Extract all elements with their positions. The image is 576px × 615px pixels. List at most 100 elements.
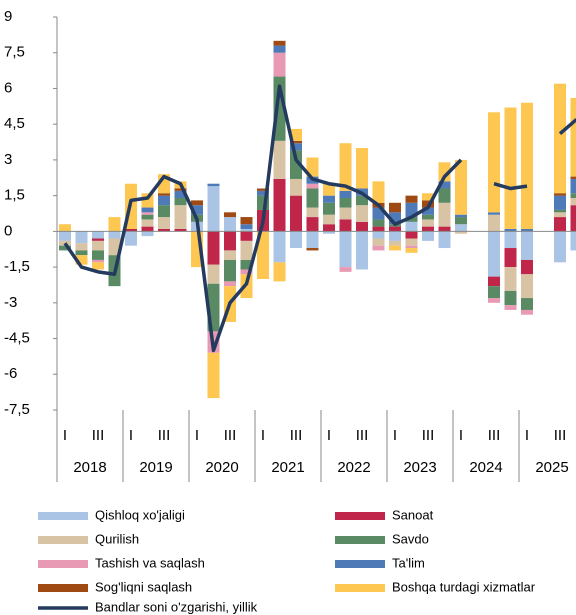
bar-segment (405, 221, 418, 232)
bar-segment (455, 214, 467, 218)
bar-segment (521, 298, 533, 310)
bar-segment (75, 243, 88, 251)
bar-segment (306, 217, 319, 232)
bar-segment (224, 259, 236, 282)
x-tick-label: III (290, 427, 303, 444)
bar-segment (504, 107, 517, 229)
bar-segment (389, 212, 401, 225)
bar-segment (323, 183, 335, 196)
legend-swatch (335, 536, 385, 544)
bar-segment (240, 228, 253, 232)
bar-segment (323, 214, 335, 225)
bar-segment (273, 40, 286, 46)
bar-segment (59, 224, 71, 232)
bar-segment (174, 188, 187, 191)
bar-segment (488, 231, 500, 277)
bar-segment (438, 162, 451, 182)
legend-label: Boshqa turdagi xizmatlar (392, 579, 536, 594)
bar-segment (504, 228, 517, 232)
y-tick-label: -3 (4, 294, 17, 311)
bar-segment (306, 231, 319, 249)
bar-segment (290, 150, 302, 179)
bar-segment (240, 240, 253, 260)
legend-label: Sanoat (392, 507, 434, 522)
year-label: 2024 (469, 459, 502, 476)
bar-segment (141, 219, 154, 227)
bar-segment (422, 219, 434, 227)
legend-label: Bandlar soni o'zgarishi, yillik (95, 599, 258, 614)
bar-segment (488, 212, 500, 215)
bar-segment (405, 231, 418, 239)
line-series (63, 84, 576, 353)
bar-segment (240, 259, 253, 270)
bar-segment (224, 217, 236, 232)
bar-segment (273, 262, 286, 282)
bar-segment (174, 228, 187, 232)
bar-segment (389, 202, 401, 213)
bar-segment (323, 224, 335, 232)
bar-segment (372, 181, 385, 203)
bar-segment (554, 231, 566, 263)
bar-segment (372, 219, 385, 227)
y-tick-label: 9 (4, 8, 12, 25)
legend-swatch (38, 584, 88, 592)
bar-segment (224, 281, 236, 287)
bar-segment (405, 245, 418, 249)
y-tick-label: -1,5 (4, 258, 30, 275)
bar-segment (554, 209, 566, 213)
bar-segment (389, 240, 401, 246)
plot-area (53, 16, 576, 411)
legend-swatch (38, 512, 88, 520)
bar-segment (405, 248, 418, 253)
bar-segment (158, 205, 170, 218)
bar-segment (504, 305, 517, 310)
bar-segment (290, 140, 302, 144)
bar-segment (141, 207, 154, 213)
x-tick-label: I (327, 427, 331, 444)
x-tick-label: III (224, 427, 237, 444)
bar-segment (92, 262, 104, 270)
bar-segment (240, 269, 253, 275)
bar-segment (174, 205, 187, 229)
bar-segment (240, 217, 253, 225)
bar-segment (356, 195, 368, 206)
bar-segment (174, 198, 187, 206)
bar-segment (438, 231, 451, 249)
bar-segment (504, 267, 517, 291)
bar-segment (323, 202, 335, 215)
bar-segment (224, 212, 236, 218)
bar-segment (339, 267, 352, 272)
bar-segment (75, 250, 88, 256)
bar-segment (570, 193, 576, 199)
y-tick-label: 7,5 (4, 44, 25, 61)
bar-segment (339, 198, 352, 208)
bar-segment (356, 148, 368, 189)
bar-segment (570, 178, 576, 194)
bar-segment (389, 226, 401, 232)
bar-segment (290, 128, 302, 141)
bar-segment (290, 178, 302, 196)
bar-segment (306, 188, 319, 208)
bar-segment (455, 159, 467, 215)
bar-segment (422, 214, 434, 220)
bar-segment (488, 112, 500, 213)
bar-segment (158, 195, 170, 206)
bar-segment (438, 226, 451, 232)
bar-segment (158, 193, 170, 196)
year-label: 2025 (535, 459, 568, 476)
legend-label: Qurilish (95, 531, 139, 546)
x-tick-label: I (459, 427, 463, 444)
bar-segment (521, 259, 533, 275)
bar-segment (323, 231, 335, 234)
bar-segment (141, 226, 154, 232)
legend-label: Sog'liqni saqlash (95, 579, 192, 594)
legend-swatch (38, 536, 88, 544)
x-tick-label: III (92, 427, 105, 444)
bar-segment (570, 198, 576, 206)
bar-segment (339, 219, 352, 232)
bar-segment (521, 231, 533, 260)
bar-segment (554, 212, 566, 218)
bar-segment (125, 228, 137, 232)
y-tick-label: 4,5 (4, 115, 25, 132)
x-tick-label: I (393, 427, 397, 444)
